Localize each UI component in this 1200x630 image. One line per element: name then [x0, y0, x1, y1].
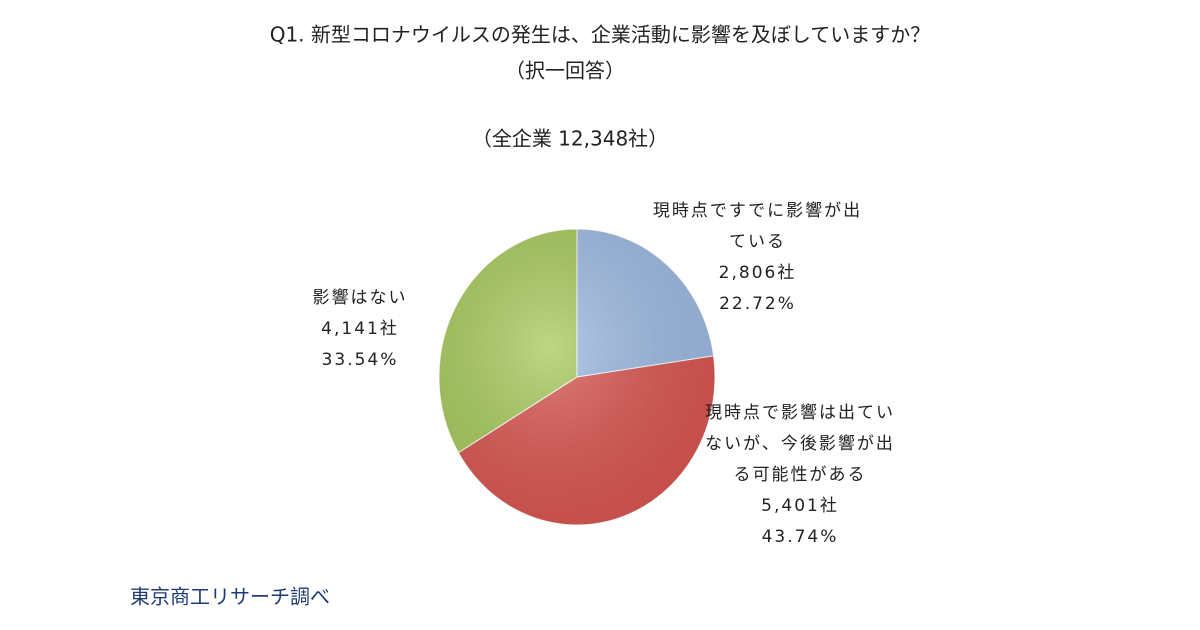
slice-label: 現時点で影響は出ていないが、今後影響が出る可能性がある 5,401社 43.74% [705, 398, 895, 553]
count-label: 2,806社 [718, 263, 797, 283]
category-label: 現時点で影響は出ていないが、今後影響が出る可能性がある [705, 403, 895, 485]
chart-title: Q1. 新型コロナウイルスの発生は、企業活動に影響を及ぼしていますか？ [270, 23, 931, 47]
value-label: 22.72% [719, 294, 796, 314]
count-label: 4,141社 [321, 319, 399, 339]
source: 東京商工リサーチ調べ [130, 585, 330, 609]
subtitle: （全企業 12,348社） [472, 127, 668, 151]
category-label: 現時点ですでに影響が出ている [652, 201, 863, 252]
value-label: 33.54% [321, 350, 399, 370]
value-label: 43.74% [761, 527, 839, 547]
slice-label: 現時点ですでに影響が出ている 2,806社 22.72% [650, 196, 865, 320]
count-label: 5,401社 [761, 496, 839, 516]
title-note: （択一回答） [505, 59, 625, 83]
slice-label: 影響はない 4,141社 33.54% [290, 283, 430, 376]
category-label: 影響はない [312, 288, 408, 308]
